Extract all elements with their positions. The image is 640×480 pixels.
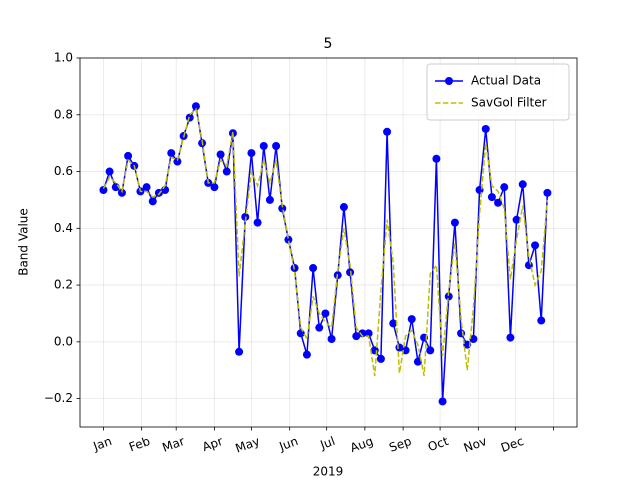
data-point: [309, 264, 318, 273]
data-point: [296, 329, 305, 338]
data-point: [124, 151, 133, 160]
data-point: [117, 188, 126, 197]
data-point: [518, 180, 527, 189]
data-point: [210, 183, 219, 192]
data-point: [407, 315, 416, 324]
data-point: [253, 218, 262, 227]
y-tick-label: −0.2: [44, 391, 73, 405]
data-point: [487, 193, 496, 202]
data-point: [191, 102, 200, 111]
data-point: [481, 124, 490, 133]
y-tick-label: 0.6: [54, 164, 73, 178]
legend-marker: [445, 77, 453, 85]
data-point: [494, 198, 503, 207]
data-point: [512, 215, 521, 224]
data-point: [376, 354, 385, 363]
x-tick-label: Jul: [318, 434, 337, 452]
series-line: [102, 107, 549, 377]
data-point: [142, 183, 151, 192]
data-point: [216, 150, 225, 159]
data-point: [469, 335, 478, 344]
plot: [99, 102, 552, 406]
data-point: [315, 323, 324, 332]
axes-frame: [79, 57, 578, 428]
legend-label: Actual Data: [471, 74, 541, 88]
x-tick-label: Oct: [426, 434, 451, 454]
y-tick-label: 0.8: [54, 107, 73, 121]
legend: Actual Data SavGol Filter: [426, 63, 570, 121]
data-point: [173, 157, 182, 166]
data-point: [99, 185, 108, 194]
data-point: [247, 149, 256, 158]
data-point: [438, 397, 447, 406]
x-tick-label: Jun: [277, 434, 300, 454]
data-point: [450, 218, 459, 227]
data-point: [161, 185, 170, 194]
data-point: [543, 188, 552, 197]
data-point: [327, 335, 336, 344]
data-point: [444, 292, 453, 301]
data-point: [222, 167, 231, 176]
legend-label: SavGol Filter: [471, 96, 547, 110]
data-point: [272, 141, 281, 150]
data-point: [537, 316, 546, 325]
x-axis-label: 2019: [313, 465, 344, 479]
data-point: [278, 204, 287, 213]
data-point: [457, 329, 466, 338]
data-point: [383, 127, 392, 136]
y-tick-label: 0.0: [54, 334, 73, 348]
data-point: [105, 167, 114, 176]
data-point: [364, 329, 373, 338]
data-point: [148, 197, 157, 206]
data-point: [531, 241, 540, 250]
x-tick-label: Apr: [200, 434, 224, 454]
data-point: [432, 154, 441, 163]
data-point: [358, 329, 367, 338]
data-point: [259, 141, 268, 150]
data-point: [302, 350, 311, 359]
data-point: [235, 347, 244, 356]
data-point: [265, 195, 274, 204]
legend-box: [426, 63, 570, 121]
data-point: [500, 183, 509, 192]
x-tick-label: Feb: [127, 434, 152, 454]
data-point: [284, 235, 293, 244]
data-point: [167, 149, 176, 158]
y-tick-label: 1.0: [54, 51, 73, 65]
chart-title: 5: [324, 36, 333, 52]
data-point: [339, 203, 348, 212]
data-point: [352, 332, 361, 341]
data-point: [426, 346, 435, 355]
data-point: [506, 333, 515, 342]
data-point: [321, 309, 330, 318]
data-point: [413, 357, 422, 366]
y-axis-label: Band Value: [17, 208, 31, 276]
x-tick-label: Jan: [91, 434, 114, 454]
y-tick-label: 0.2: [54, 278, 73, 292]
data-point: [389, 319, 398, 328]
grid: [80, 57, 577, 427]
y-tick-label: 0.4: [54, 221, 73, 235]
